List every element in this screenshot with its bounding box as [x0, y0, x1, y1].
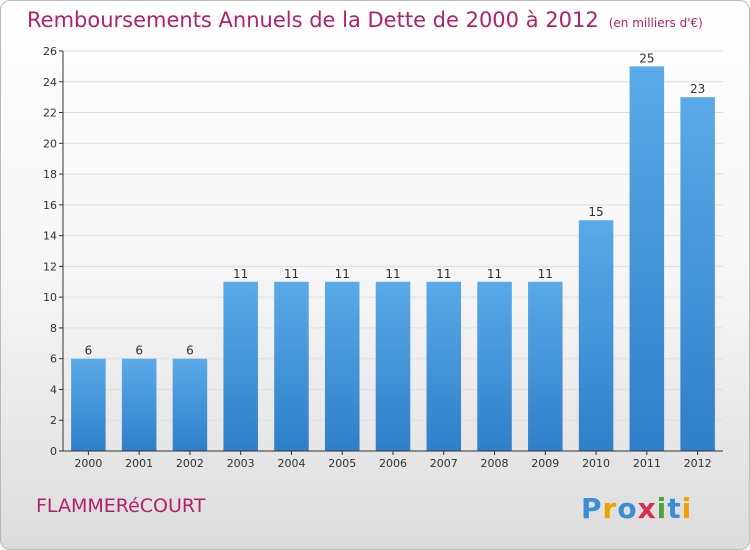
data-label: 11	[538, 267, 553, 281]
x-tick-label: 2004	[277, 457, 305, 470]
data-label: 11	[385, 267, 400, 281]
x-tick-label: 2012	[684, 457, 712, 470]
x-tick-label: 2005	[328, 457, 356, 470]
bar-2001	[121, 358, 157, 451]
y-tick-label: 20	[43, 137, 57, 150]
commune-name: FLAMMERéCOURT	[36, 495, 206, 517]
x-tick-label: 2011	[633, 457, 661, 470]
chart-title: Remboursements Annuels de la Dette de 20…	[27, 8, 703, 32]
bar-2010	[578, 220, 614, 451]
x-tick-label: 2008	[481, 457, 509, 470]
data-label: 11	[335, 267, 350, 281]
bars	[71, 66, 715, 452]
data-label: 6	[85, 344, 93, 358]
bar-2009	[528, 281, 563, 451]
x-tick-label: 2001	[125, 457, 153, 470]
data-label: 15	[588, 205, 603, 219]
data-label: 11	[436, 267, 451, 281]
y-tick-label: 4	[50, 383, 57, 396]
data-label: 6	[186, 344, 194, 358]
bar-2003	[223, 281, 258, 451]
bar-2011	[629, 66, 665, 451]
x-tick-label: 2000	[74, 457, 102, 470]
data-label: 11	[233, 267, 248, 281]
bar-2000	[71, 358, 106, 451]
y-tick-label: 0	[50, 445, 57, 458]
bar-2005	[324, 281, 360, 451]
bar-2006	[375, 281, 411, 451]
bar-2002	[172, 358, 208, 451]
x-tick-label: 2010	[582, 457, 610, 470]
x-tick-label: 2009	[531, 457, 559, 470]
data-label: 6	[135, 344, 143, 358]
data-label: 11	[487, 267, 502, 281]
axes	[59, 50, 723, 455]
y-tick-label: 24	[43, 76, 57, 89]
y-tick-label: 10	[43, 291, 57, 304]
bar-2012	[680, 97, 715, 452]
svg-text:Proxiti: Proxiti	[581, 492, 692, 525]
bar-2008	[477, 281, 512, 451]
x-tick-label: 2003	[227, 457, 255, 470]
y-tick-label: 2	[50, 414, 57, 427]
data-label: 23	[690, 82, 705, 96]
bar-2007	[426, 281, 462, 451]
y-tick-label: 8	[50, 322, 57, 335]
y-tick-label: 6	[50, 353, 57, 366]
data-label: 25	[639, 51, 654, 65]
x-tick-label: 2007	[430, 457, 458, 470]
data-label: 11	[284, 267, 299, 281]
y-tick-label: 16	[43, 199, 57, 212]
proxiti-logo: Proxiti	[581, 492, 692, 525]
y-tick-label: 18	[43, 168, 57, 181]
y-tick-label: 14	[43, 230, 57, 243]
x-tick-label: 2002	[176, 457, 204, 470]
y-tick-label: 22	[43, 107, 57, 120]
title-text: Remboursements Annuels de la Dette de 20…	[27, 8, 599, 32]
y-tick-label: 12	[43, 260, 57, 273]
x-tick-label: 2006	[379, 457, 407, 470]
bar-2004	[274, 281, 309, 451]
labels: 0246810121416182022242620006200162002620…	[43, 45, 712, 470]
y-tick-label: 26	[43, 45, 57, 58]
unit-label: (en milliers d'€)	[608, 16, 703, 30]
